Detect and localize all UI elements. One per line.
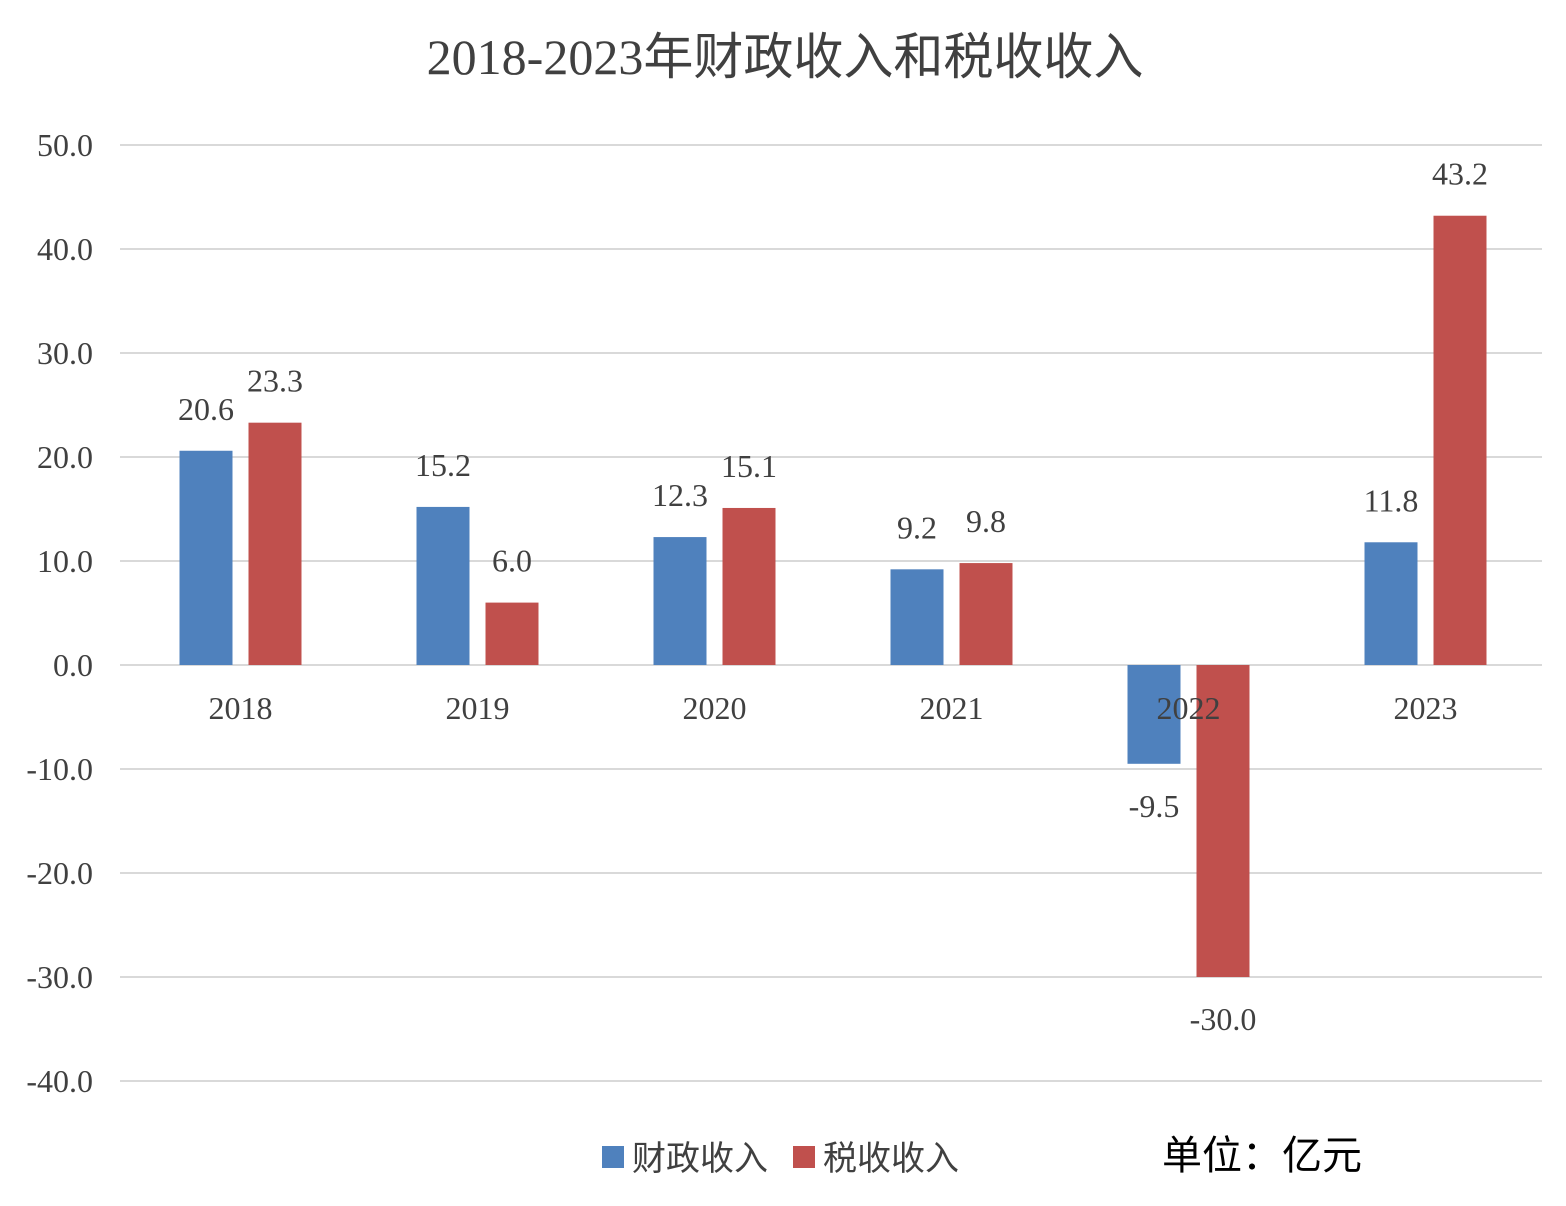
x-tick-label: 2019	[446, 690, 510, 726]
legend-swatch-fiscal	[602, 1146, 624, 1168]
chart-title: 2018-2023年财政收入和税收收入	[427, 29, 1144, 85]
bar-fiscal-2019	[416, 506, 470, 665]
legend-label-fiscal: 财政收入	[632, 1139, 768, 1179]
data-label: 43.2	[1432, 156, 1488, 192]
x-axis-ticks: 2018 2019 2020 2021 2022 2023	[209, 690, 1458, 726]
y-tick-label: -10.0	[26, 751, 93, 787]
x-tick-label: 2018	[209, 690, 273, 726]
y-tick-label: 30.0	[37, 335, 93, 371]
bar-tax-2021	[959, 563, 1013, 665]
unit-note: 单位：亿元	[1162, 1133, 1362, 1179]
y-tick-label: -30.0	[26, 959, 93, 995]
data-labels: 20.6 23.3 15.2 6.0 12.3 15.1 9.2 9.8 -9.5 -30.0 11…	[178, 156, 1488, 1037]
x-tick-label: 2022	[1157, 690, 1221, 726]
data-label: 15.2	[415, 447, 471, 483]
y-tick-label: -20.0	[26, 855, 93, 891]
bar-fiscal-2018	[179, 450, 233, 665]
data-label: 23.3	[247, 363, 303, 399]
y-tick-label: 0.0	[53, 647, 93, 683]
data-label: 6.0	[492, 543, 532, 579]
y-tick-label: 40.0	[37, 231, 93, 267]
y-axis-ticks: 50.0 40.0 30.0 20.0 10.0 0.0 -10.0 -20.0 -30.0 -4…	[26, 127, 93, 1099]
bar-fiscal-2022	[1127, 665, 1181, 764]
data-label: 20.6	[178, 391, 234, 427]
y-tick-label: -40.0	[26, 1063, 93, 1099]
bar-tax-2018	[248, 422, 302, 665]
legend-label-tax: 税收收入	[823, 1139, 959, 1179]
x-tick-label: 2020	[683, 690, 747, 726]
bar-tax-2019	[485, 602, 539, 665]
data-label: -30.0	[1190, 1001, 1257, 1037]
data-label: 9.2	[897, 509, 937, 545]
y-tick-label: 20.0	[37, 439, 93, 475]
data-label: 9.8	[966, 503, 1006, 539]
gridlines	[120, 144, 1542, 1082]
x-tick-label: 2021	[920, 690, 984, 726]
bar-tax-2022	[1196, 665, 1250, 977]
legend: 财政收入 税收收入	[602, 1139, 959, 1179]
bar-fiscal-2021	[890, 569, 944, 665]
bar-tax-2023	[1433, 215, 1487, 665]
data-label: 11.8	[1364, 482, 1419, 518]
data-label: -9.5	[1129, 788, 1180, 824]
bar-tax-2020	[722, 507, 776, 665]
data-label: 12.3	[652, 477, 708, 513]
bars	[179, 215, 1487, 977]
y-tick-label: 10.0	[37, 543, 93, 579]
data-label: 15.1	[721, 448, 777, 484]
bar-fiscal-2020	[653, 537, 707, 665]
y-tick-label: 50.0	[37, 127, 93, 163]
x-tick-label: 2023	[1394, 690, 1458, 726]
bar-fiscal-2023	[1364, 542, 1418, 665]
legend-swatch-tax	[793, 1146, 815, 1168]
